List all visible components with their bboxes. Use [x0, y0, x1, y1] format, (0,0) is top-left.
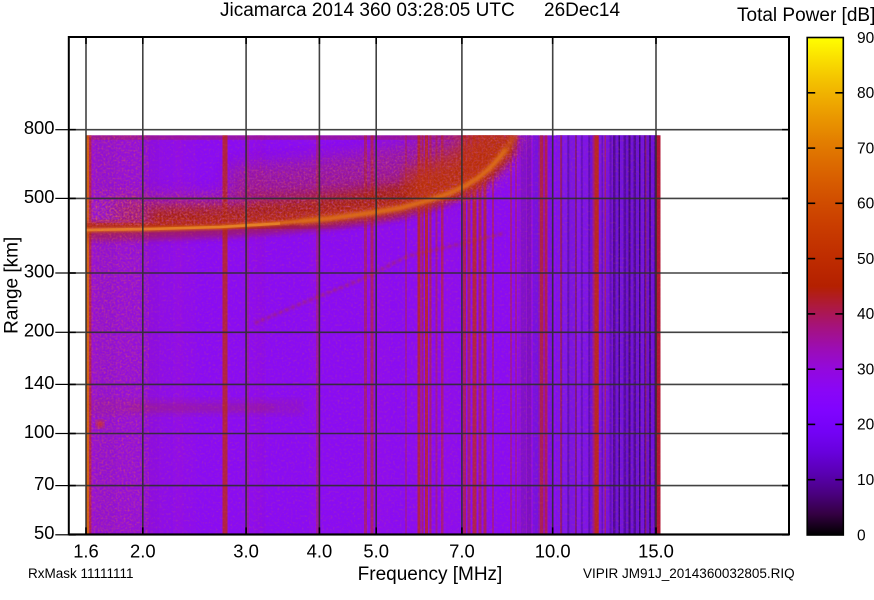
svg-text:26Dec14: 26Dec14: [544, 0, 620, 21]
svg-text:300: 300: [24, 260, 55, 281]
svg-text:10.0: 10.0: [535, 540, 571, 561]
svg-text:90: 90: [857, 30, 874, 47]
svg-text:VIPIR JM91J_2014360032805.RIQ: VIPIR JM91J_2014360032805.RIQ: [583, 566, 795, 581]
svg-text:Jicamarca 2014 360 03:28:05 UT: Jicamarca 2014 360 03:28:05 UTC: [220, 0, 515, 21]
svg-text:5.0: 5.0: [363, 540, 389, 561]
svg-text:40: 40: [857, 306, 874, 323]
svg-text:10: 10: [857, 472, 874, 489]
svg-text:30: 30: [857, 362, 874, 379]
svg-text:0: 0: [857, 527, 866, 544]
svg-text:140: 140: [24, 372, 55, 393]
svg-text:15.0: 15.0: [638, 540, 674, 561]
svg-text:7.0: 7.0: [449, 540, 475, 561]
svg-text:100: 100: [24, 421, 55, 442]
svg-text:200: 200: [24, 320, 55, 341]
svg-text:Frequency [MHz]: Frequency [MHz]: [358, 564, 503, 585]
svg-text:50: 50: [857, 251, 874, 268]
svg-text:Total Power [dB]: Total Power [dB]: [737, 5, 874, 26]
svg-text:4.0: 4.0: [307, 540, 333, 561]
svg-text:20: 20: [857, 417, 874, 434]
svg-text:3.0: 3.0: [233, 540, 259, 561]
svg-text:2.0: 2.0: [130, 540, 156, 561]
svg-text:RxMask 11111111: RxMask 11111111: [28, 566, 134, 581]
svg-text:60: 60: [857, 196, 874, 213]
svg-text:80: 80: [857, 85, 874, 102]
svg-text:50: 50: [34, 522, 54, 543]
svg-text:Range [km]: Range [km]: [1, 237, 22, 334]
svg-text:1.6: 1.6: [73, 540, 99, 561]
svg-text:800: 800: [24, 117, 55, 138]
svg-text:70: 70: [857, 140, 874, 157]
svg-text:500: 500: [24, 186, 55, 207]
svg-text:70: 70: [34, 473, 54, 494]
